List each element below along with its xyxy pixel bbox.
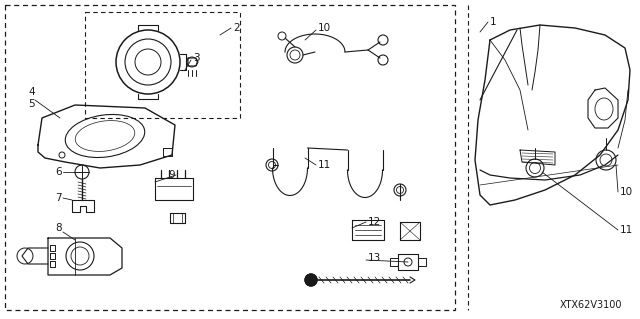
Text: 11: 11 (620, 225, 633, 235)
Text: 10: 10 (318, 23, 331, 33)
Text: 12: 12 (368, 217, 381, 227)
Text: 5: 5 (28, 99, 35, 109)
Text: 3: 3 (193, 53, 200, 63)
Circle shape (305, 274, 317, 286)
Text: 10: 10 (620, 187, 633, 197)
Text: 1: 1 (490, 17, 497, 27)
Text: 13: 13 (368, 253, 381, 263)
Text: 7: 7 (55, 193, 61, 203)
Text: 6: 6 (55, 167, 61, 177)
Bar (85, 12, 240, 118)
Text: 8: 8 (55, 223, 61, 233)
Text: 9: 9 (168, 170, 175, 180)
Text: 2: 2 (233, 23, 239, 33)
Bar (5, 5, 455, 310)
Text: XTX62V3100: XTX62V3100 (560, 300, 623, 310)
Text: 11: 11 (318, 160, 332, 170)
Text: 4: 4 (28, 87, 35, 97)
